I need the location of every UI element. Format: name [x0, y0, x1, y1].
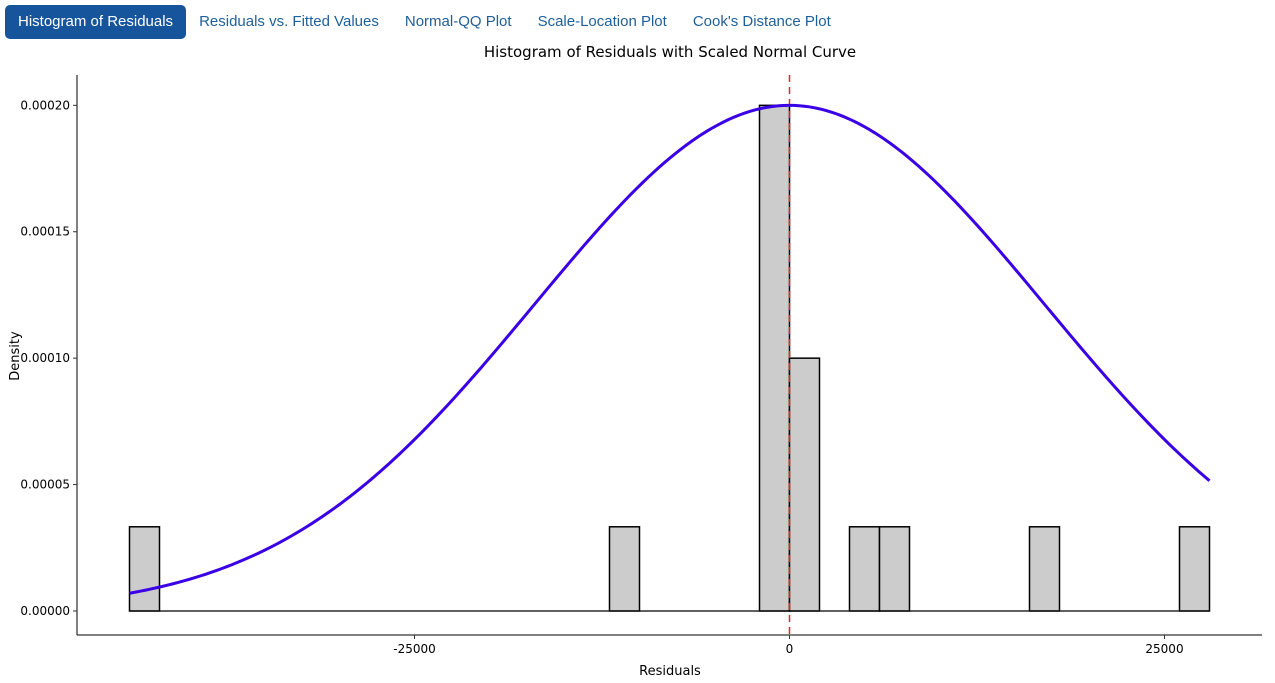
- histogram-bar-3: [758, 104, 791, 612]
- y-tick-label: 0.00015: [20, 225, 70, 239]
- histogram-bar-8: [1178, 526, 1211, 612]
- plot-area: 0.00000 0.00005 0.00010 0.00015 0.00020 -2500…: [20, 75, 1262, 656]
- histogram-bar-1: [128, 526, 161, 612]
- x-axis-label: Residuals: [639, 664, 701, 679]
- histogram-bar-7: [1028, 526, 1061, 612]
- y-tick-label: 0.00005: [20, 478, 70, 492]
- y-tick-label: 0.00000: [20, 604, 70, 618]
- histogram-bar-5: [848, 526, 881, 612]
- tab-histogram-of-residuals[interactable]: Histogram of Residuals: [5, 5, 187, 39]
- plot-tabs: Histogram of Residuals Residuals vs. Fit…: [5, 5, 844, 39]
- chart-title: Histogram of Residuals with Scaled Norma…: [484, 43, 856, 61]
- x-tick-label: -25000: [393, 642, 436, 656]
- tab-cooks-distance-plot[interactable]: Cook's Distance Plot: [692, 13, 831, 30]
- tab-normal-qq-plot[interactable]: Normal-QQ Plot: [404, 13, 512, 30]
- x-tick-label: 0: [786, 642, 794, 656]
- tab-residuals-vs-fitted[interactable]: Residuals vs. Fitted Values: [199, 13, 379, 30]
- x-tick-label: 25000: [1145, 642, 1183, 656]
- histogram-bar-6: [878, 526, 911, 612]
- histogram-bar-4: [788, 357, 821, 612]
- tab-scale-location-plot[interactable]: Scale-Location Plot: [537, 13, 667, 30]
- normal-curve: [129, 103, 1211, 595]
- y-tick-label: 0.00010: [20, 351, 70, 365]
- histogram-bar-2: [608, 526, 641, 612]
- y-tick-label: 0.00020: [20, 98, 70, 112]
- histogram-chart: Histogram of Residuals with Scaled Norma…: [8, 43, 1262, 679]
- y-axis-label: Density: [8, 331, 23, 381]
